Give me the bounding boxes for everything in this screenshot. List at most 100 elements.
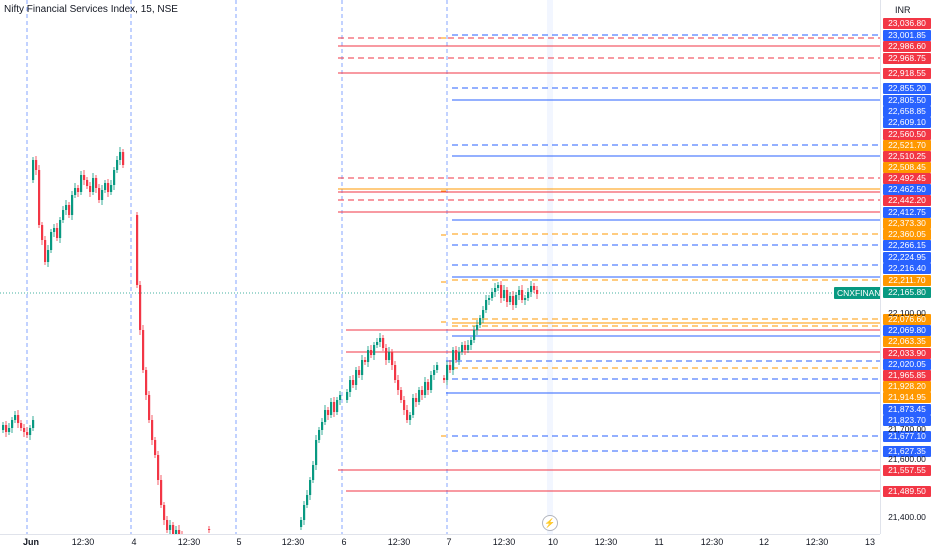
price-label: 22,492.45 (883, 172, 931, 184)
candle-body (122, 152, 125, 165)
candle-body (113, 170, 116, 185)
candle-body (107, 183, 110, 192)
candle-body (83, 175, 86, 180)
candle-body (35, 160, 38, 170)
candle-body (436, 365, 439, 370)
price-label: 22,462.50 (883, 183, 931, 195)
time-label: 12 (758, 537, 770, 547)
price-label: 22,442.20 (883, 194, 931, 206)
candle-body (29, 428, 32, 435)
price-label: 21,627.35 (883, 445, 931, 457)
candle-body (485, 300, 488, 310)
candle-body (427, 382, 430, 390)
candle-body (503, 290, 506, 298)
candle-body (71, 195, 74, 215)
candle-body (467, 345, 470, 350)
candle-body (154, 440, 157, 455)
time-label: 11 (654, 537, 664, 547)
price-label: 22,986.60 (883, 40, 931, 52)
price-tick: 21,400.00 (888, 512, 926, 522)
candle-body (421, 390, 424, 395)
candle-body (355, 370, 358, 385)
candle-body (5, 425, 8, 432)
lightning-icon[interactable]: ⚡ (542, 515, 558, 531)
candle-body (524, 298, 527, 300)
candle-body (77, 188, 80, 192)
time-label: 12:30 (594, 537, 618, 547)
price-label: 22,211.70 (883, 274, 931, 286)
candle-body (312, 465, 315, 480)
candle-body (388, 352, 391, 360)
candle-body (385, 348, 388, 360)
candle-body (26, 432, 29, 435)
price-label: 21,928.20 (883, 380, 931, 392)
time-label: 12:30 (805, 537, 829, 547)
candle-body (391, 352, 394, 365)
candle-body (139, 285, 142, 330)
candle-body (443, 378, 446, 380)
time-label: 12:30 (71, 537, 95, 547)
price-label: 22,968.75 (883, 52, 931, 64)
time-label: 12:30 (700, 537, 724, 547)
price-label: 21,557.55 (883, 464, 931, 476)
time-axis[interactable]: Jun 12:30 4 12:30 5 12:30 6 12:30 7 12:30 10 12:30 1… (0, 534, 880, 551)
time-label: 10 (547, 537, 559, 547)
candle-body (364, 360, 367, 362)
candle-body (110, 185, 113, 192)
candle-body (515, 295, 518, 305)
candle-body (116, 160, 119, 170)
candle-body (160, 480, 163, 505)
price-label: 22,855.20 (883, 82, 931, 94)
candle-body (430, 375, 433, 390)
candle-body (23, 428, 26, 432)
price-label: 22,216.40 (883, 262, 931, 274)
price-label: 21,677.10 (883, 430, 931, 442)
candle-body (309, 480, 312, 495)
candle-body (367, 350, 370, 362)
candle-body (382, 338, 385, 348)
candle-body (56, 228, 59, 238)
candle-body (47, 250, 50, 262)
candle-body (482, 310, 485, 318)
price-label: 21,823.70 (883, 414, 931, 426)
candle-body (151, 420, 154, 440)
candle-body (476, 325, 479, 330)
candle-body (303, 505, 306, 520)
candle-body (409, 415, 412, 420)
time-label: 4 (131, 537, 137, 547)
candle-body (330, 402, 333, 415)
chart-area[interactable]: Nifty Financial Services Index, 15, NSE … (0, 0, 896, 539)
candle-body (412, 398, 415, 415)
candle-body (349, 380, 352, 392)
candle-body (452, 350, 455, 370)
candle-body (506, 290, 509, 302)
price-label: 22,224.95 (883, 251, 931, 263)
price-axis[interactable]: INR 23,036.80 23,001.85 22,986.60 22,968.75… (880, 0, 932, 534)
candle-body (8, 428, 11, 432)
candle-body (53, 228, 56, 232)
candle-body (458, 352, 461, 360)
time-label: 12:30 (492, 537, 516, 547)
candle-body (361, 360, 364, 375)
price-label: 22,560.50 (883, 128, 931, 140)
candle-body (14, 415, 17, 420)
time-label: Jun (22, 537, 40, 547)
candle-body (157, 455, 160, 480)
price-label: 21,965.85 (883, 369, 931, 381)
price-label: 22,510.25 (883, 150, 931, 162)
time-label: 13 (864, 537, 876, 547)
candle-body (479, 318, 482, 325)
price-label: 22,658.85 (883, 105, 931, 117)
candle-body (104, 183, 107, 190)
time-label: 12:30 (177, 537, 201, 547)
price-label: 22,609.10 (883, 116, 931, 128)
candle-body (306, 495, 309, 505)
candle-body (397, 380, 400, 390)
price-label: 21,914.95 (883, 391, 931, 403)
candle-body (17, 415, 20, 423)
candle-body (473, 330, 476, 340)
candle-body (358, 370, 361, 375)
candle-body (44, 240, 47, 262)
price-label: 22,069.80 (883, 324, 931, 336)
candle-body (406, 410, 409, 420)
